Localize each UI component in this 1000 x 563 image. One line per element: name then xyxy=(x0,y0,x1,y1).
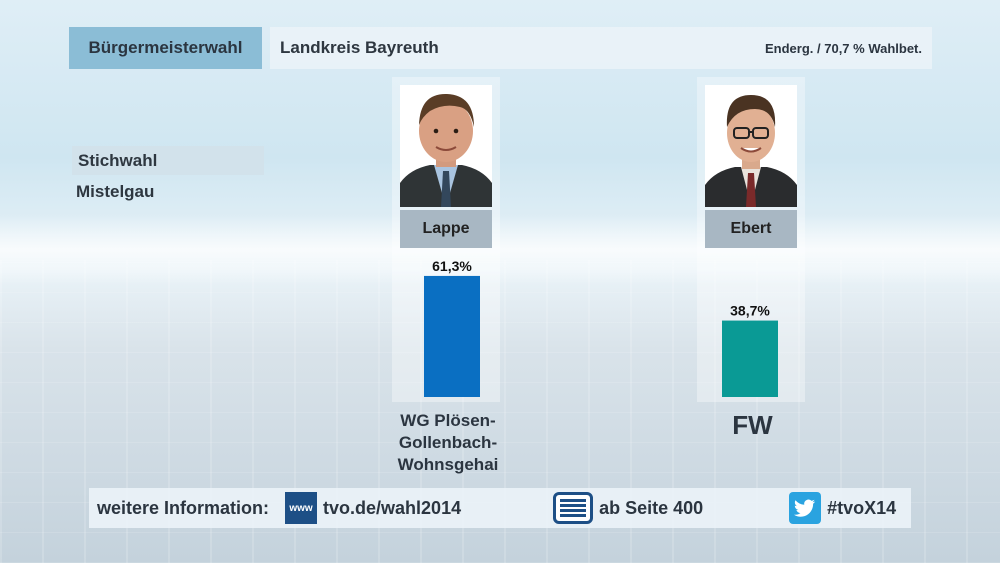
info-footer: weitere Information: www tvo.de/wahl2014… xyxy=(89,488,911,528)
header-bar: Landkreis Bayreuth Enderg. / 70,7 % Wahl… xyxy=(270,27,932,69)
teletext-icon xyxy=(553,492,594,524)
party-label-1: WG Plösen- Gollenbach- Wohnsgehai xyxy=(397,411,499,474)
election-title-text: Bürgermeisterwahl xyxy=(88,38,243,57)
municipality-label: Mistelgau xyxy=(76,182,155,201)
candidate-name-2: Ebert xyxy=(705,210,797,248)
footer-label: weitere Information: xyxy=(97,497,270,518)
round-label: Stichwahl xyxy=(72,146,264,175)
bar-lappe xyxy=(424,275,480,397)
party-label-2: FW xyxy=(732,410,773,440)
bar-value-ebert: 38,7% xyxy=(730,303,770,319)
candidate-name-2-text: Ebert xyxy=(730,220,772,237)
background-glow xyxy=(0,215,1000,285)
teletext-page: ab Seite 400 xyxy=(599,497,704,518)
candidate-column-1: Lappe xyxy=(392,77,500,402)
www-icon-text: www xyxy=(289,502,313,514)
twitter-icon xyxy=(789,492,822,524)
round-label-text: Stichwahl xyxy=(78,150,158,170)
hashtag: #tvoX14 xyxy=(827,497,897,518)
candidate-name-1-text: Lappe xyxy=(422,220,470,237)
election-title: Bürgermeisterwahl xyxy=(69,27,262,69)
candidate-photo-1 xyxy=(400,85,492,207)
candidate-portrait-2 xyxy=(705,85,797,207)
bar-value-lappe: 61,3% xyxy=(432,258,472,274)
candidate-name-1: Lappe xyxy=(400,210,492,248)
bar-ebert xyxy=(722,320,778,397)
candidate-column-2: Ebert xyxy=(697,77,805,402)
result-status: Enderg. / 70,7 % Wahlbet. xyxy=(765,40,922,56)
www-icon: www xyxy=(285,492,318,524)
candidate-photo-2 xyxy=(705,85,797,207)
region-title: Landkreis Bayreuth xyxy=(280,38,439,57)
twitter-bird-icon xyxy=(794,499,816,517)
candidate-portrait-1 xyxy=(400,85,492,207)
website-link[interactable]: tvo.de/wahl2014 xyxy=(323,497,462,518)
